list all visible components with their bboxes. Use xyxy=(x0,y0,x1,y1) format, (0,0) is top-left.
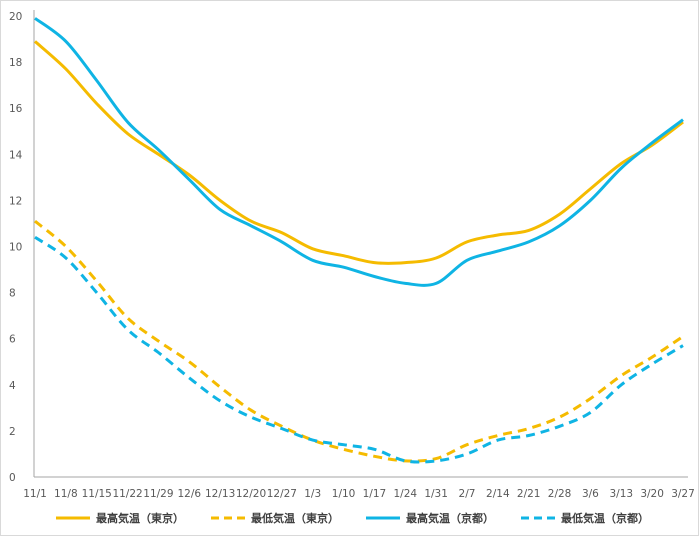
series-line-4 xyxy=(34,236,684,464)
x-tick-label: 12/20 xyxy=(236,488,266,500)
x-tick-label: 11/8 xyxy=(54,488,78,500)
legend-label: 最高気温（京都） xyxy=(406,511,494,525)
x-tick-label: 1/24 xyxy=(393,488,417,500)
y-tick-label: 6 xyxy=(9,334,16,346)
x-tick-label: 12/6 xyxy=(177,488,201,500)
y-tick-label: 10 xyxy=(9,242,22,254)
y-tick-label: 16 xyxy=(9,103,23,115)
y-tick-label: 8 xyxy=(9,288,16,300)
x-tick-label: 1/17 xyxy=(363,488,387,500)
y-tick-label: 2 xyxy=(9,426,16,438)
x-tick-label: 11/22 xyxy=(112,488,142,500)
x-tick-label: 11/29 xyxy=(143,488,173,500)
x-tick-label: 12/13 xyxy=(205,488,235,500)
x-tick-label: 12/27 xyxy=(267,488,297,500)
y-tick-label: 4 xyxy=(9,380,16,392)
y-tick-label: 0 xyxy=(9,472,16,484)
legend-label: 最低気温（東京） xyxy=(251,511,339,525)
x-tick-label: 1/3 xyxy=(304,488,321,500)
y-tick-label: 18 xyxy=(9,57,22,69)
series-line-2 xyxy=(34,219,684,463)
y-tick-label: 14 xyxy=(9,149,23,161)
x-tick-label: 3/6 xyxy=(582,488,599,500)
x-tick-label: 11/1 xyxy=(23,488,47,500)
x-tick-label: 1/10 xyxy=(332,488,356,500)
y-tick-label: 12 xyxy=(9,195,22,207)
series-line-1 xyxy=(33,40,684,265)
x-tick-label: 2/28 xyxy=(548,488,572,500)
x-tick-label: 3/27 xyxy=(671,488,695,500)
x-tick-label: 3/13 xyxy=(609,488,633,500)
x-tick-label: 1/31 xyxy=(424,488,448,500)
series-line-3 xyxy=(34,17,684,287)
y-tick-label: 20 xyxy=(9,11,22,23)
x-tick-label: 11/15 xyxy=(82,488,112,500)
legend-label: 最低気温（京都） xyxy=(561,511,649,525)
x-tick-label: 2/14 xyxy=(486,488,510,500)
x-tick-label: 3/20 xyxy=(640,488,664,500)
x-tick-label: 2/21 xyxy=(517,488,541,500)
legend-label: 最高気温（東京） xyxy=(96,511,184,525)
x-tick-label: 2/7 xyxy=(459,488,476,500)
